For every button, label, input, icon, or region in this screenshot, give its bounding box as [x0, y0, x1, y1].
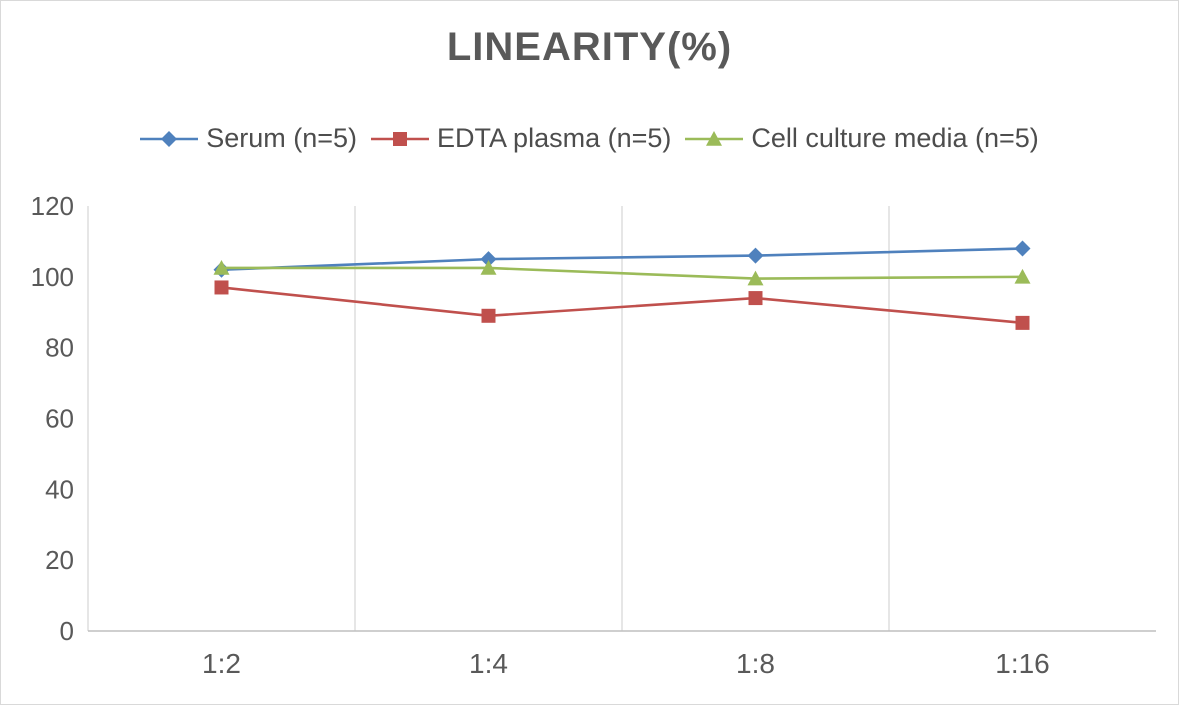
series-line-diamond [221, 247, 1023, 272]
y-tick-label: 120 [31, 191, 74, 221]
series-line-triangle [221, 266, 1023, 280]
diamond-marker [161, 130, 178, 147]
y-tick-label: 80 [45, 333, 74, 363]
legend-label: Cell culture media (n=5) [751, 123, 1039, 153]
x-tick-label: 1:8 [736, 648, 775, 679]
y-tick-label: 0 [60, 616, 74, 646]
y-tick-label: 20 [45, 545, 74, 575]
diamond-legend-marker [140, 130, 199, 147]
triangle-legend-marker [685, 130, 744, 146]
diamond-marker [747, 247, 764, 264]
triangle-marker [213, 259, 230, 275]
legend-item-cell: Cell culture media (n=5) [685, 123, 1039, 154]
chart-title: LINEARITY(%) [446, 25, 733, 69]
legend-label: EDTA plasma (n=5) [437, 123, 672, 153]
triangle-marker [1014, 268, 1031, 284]
x-tick-label: 1:2 [202, 648, 241, 679]
legend-item-edta: EDTA plasma (n=5) [371, 123, 671, 154]
triangle-marker [706, 130, 723, 146]
square-marker [748, 291, 763, 306]
series-line-square [221, 286, 1023, 325]
legend-item-serum: Serum (n=5) [140, 123, 357, 154]
square-marker [481, 308, 496, 323]
diamond-marker [480, 251, 497, 268]
y-tick-label: 60 [45, 404, 74, 434]
square-legend-marker [371, 131, 430, 146]
triangle-marker [480, 259, 497, 275]
chart-legend: Serum (n=5) EDTA plasma (n=5) Cell culture… [1, 123, 1178, 154]
triangle-marker [747, 270, 764, 286]
square-marker [393, 131, 408, 146]
square-marker [1015, 315, 1030, 330]
x-tick-label: 1:16 [995, 648, 1050, 679]
y-tick-label: 100 [31, 262, 74, 292]
square-marker [214, 280, 229, 295]
diamond-marker [1014, 240, 1031, 257]
y-tick-label: 40 [45, 474, 74, 504]
legend-label: Serum (n=5) [206, 123, 358, 153]
x-tick-label: 1:4 [469, 648, 508, 679]
